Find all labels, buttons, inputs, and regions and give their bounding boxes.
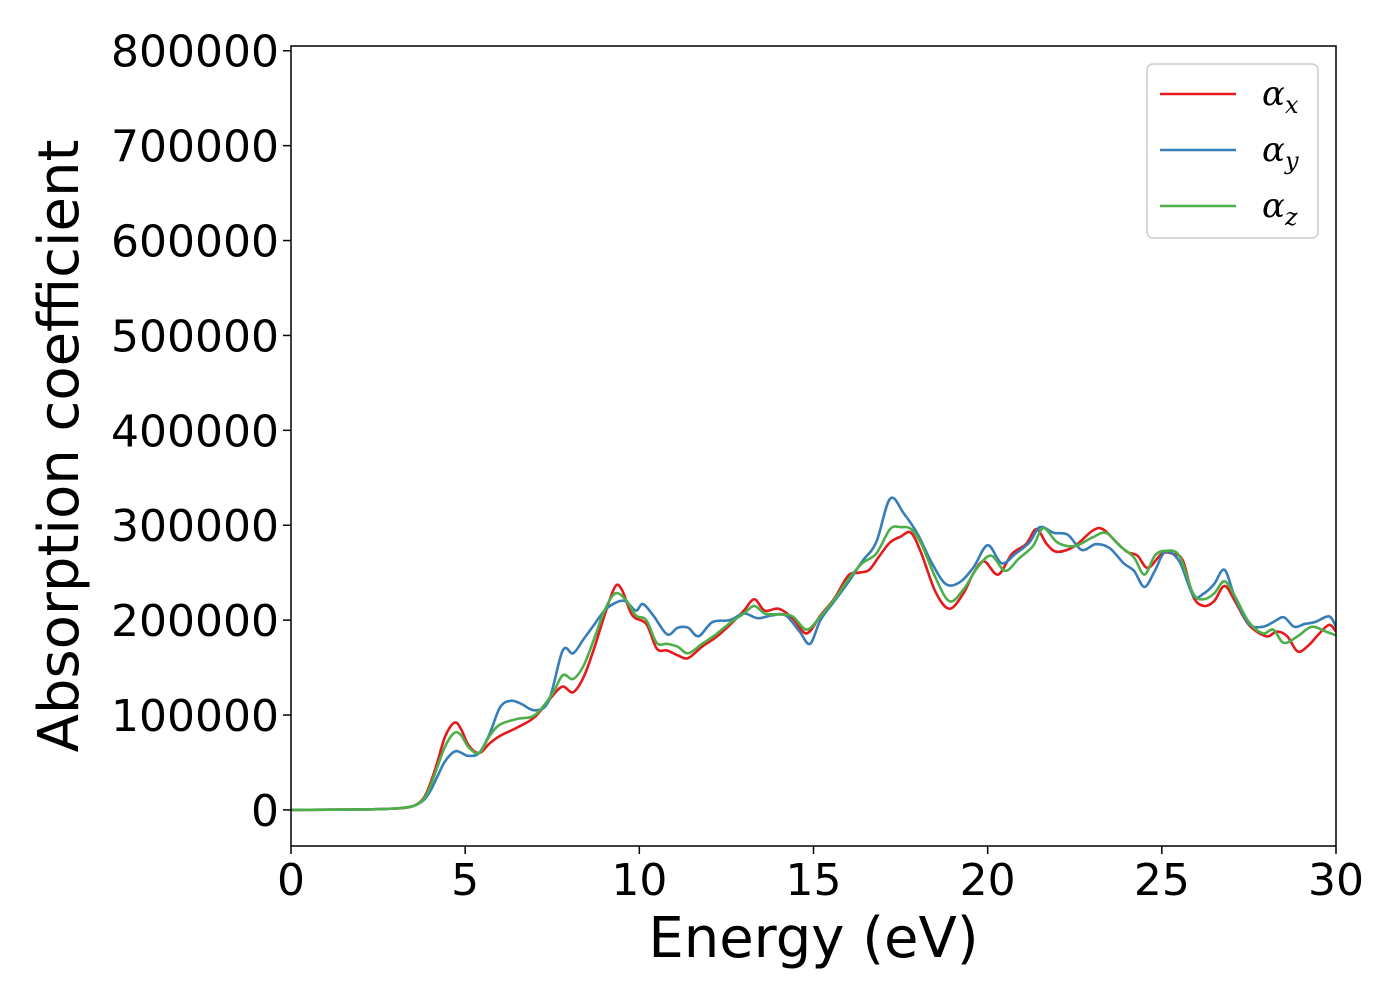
y-tick-label: 200000 [111, 596, 279, 647]
legend-symbol: α [1262, 186, 1285, 226]
y-tick-label: 800000 [111, 27, 279, 78]
y-tick-label: 500000 [111, 311, 279, 362]
y-tick-label: 100000 [111, 691, 279, 742]
legend-symbol: α [1262, 74, 1285, 114]
x-tick-label: 30 [1308, 855, 1364, 906]
x-tick-label: 10 [611, 855, 667, 906]
x-axis-ticks: 0 5 10 15 20 25 30 [277, 846, 1364, 906]
y-axis-ticks: 0 100000 200000 300000 400000 500000 600000 700… [111, 27, 291, 837]
legend-label-x: αx [1262, 74, 1299, 119]
series-line-x [291, 526, 1336, 812]
legend-subscript: x [1285, 91, 1299, 119]
y-tick-label: 700000 [111, 122, 279, 173]
legend-label-y: αy [1262, 130, 1299, 175]
x-axis-label: Energy (eV) [648, 906, 978, 971]
legend-symbol: α [1262, 130, 1285, 170]
y-tick-label: 300000 [111, 501, 279, 552]
legend-subscript: z [1284, 203, 1298, 231]
y-tick-label: 400000 [111, 406, 279, 457]
x-tick-label: 0 [277, 855, 305, 906]
y-tick-label: 0 [251, 786, 279, 837]
x-tick-label: 15 [786, 855, 842, 906]
x-tick-label: 20 [960, 855, 1016, 906]
series-layer [291, 496, 1336, 812]
y-axis-label: Absorption coefficient [27, 140, 92, 753]
legend-subscript: y [1284, 147, 1299, 175]
series-line-z [291, 525, 1336, 812]
y-tick-label: 600000 [111, 217, 279, 268]
x-tick-label: 25 [1134, 855, 1190, 906]
legend-label-z: αz [1262, 186, 1298, 231]
series-line-y [291, 496, 1336, 812]
x-tick-label: 5 [451, 855, 479, 906]
